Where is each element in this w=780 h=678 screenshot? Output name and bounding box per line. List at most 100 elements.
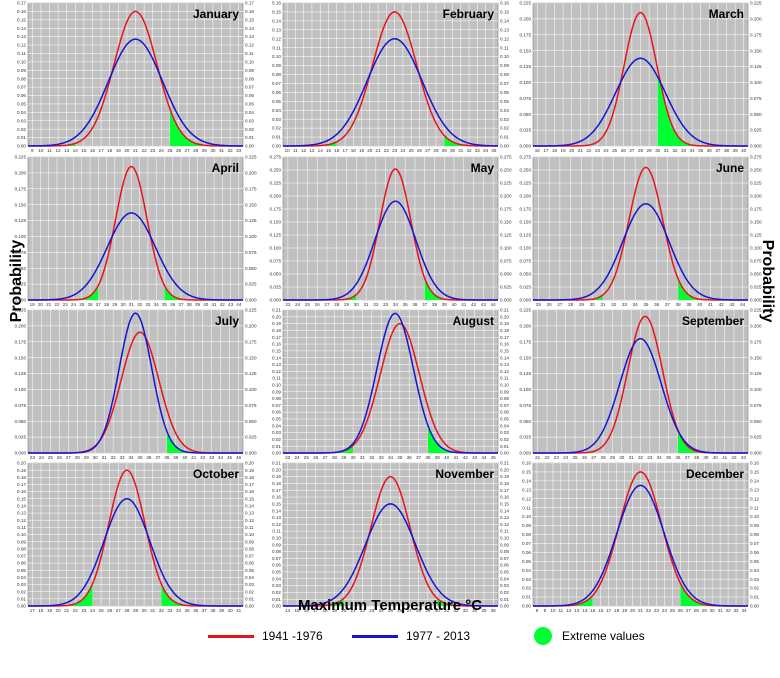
x-tick-label: 33 [236,148,242,153]
x-tick-label: 29 [442,148,448,153]
x-tick-label: 24 [604,148,610,153]
x-tick-label: 12 [566,608,572,613]
x-tick-label: 18 [614,608,620,613]
x-tick-label: 29 [84,455,90,460]
y-tick-label-right: 0.000 [750,451,762,456]
x-tick-label: 25 [304,455,310,460]
y-tick-label-right: 0.025 [750,435,762,440]
x-tick-label: 25 [79,302,85,307]
x-tick-label: 39 [733,148,739,153]
x-tick-label: 21 [46,302,52,307]
y-tick-label-left: 0.06 [17,561,26,566]
x-tick-label: 28 [75,455,81,460]
x-tick-label: 36 [707,148,713,153]
y-tick-label-right: 0.01 [500,597,509,602]
y-tick-label-right: 0.050 [500,272,512,277]
y-tick-label-left: 0.19 [17,468,26,473]
x-tick-label: 21 [638,608,644,613]
y-tick-label-right: 0.150 [245,202,257,207]
extreme-region-august-1 [427,425,498,453]
x-tick-label: 35 [162,302,168,307]
y-tick-label-right: 0.01 [245,135,254,140]
x-tick-label: 30 [121,302,127,307]
y-tick-label-right: 0.09 [245,539,254,544]
y-tick-label-left: 0.200 [520,323,532,328]
x-tick-label: 45 [227,455,233,460]
x-tick-label: 30 [619,455,625,460]
x-tick-label: 34 [472,608,478,613]
x-tick-label: 45 [491,455,497,460]
y-tick-label-right: 0.050 [245,266,257,271]
y-tick-label-left: 0.19 [272,474,281,479]
x-tick-label: 13 [309,148,315,153]
y-tick-label-left: 0.13 [272,515,281,520]
y-tick-label-left: 0.12 [17,43,26,48]
y-tick-label-left: 0.225 [520,308,532,313]
x-tick-label: 20 [367,148,373,153]
y-tick-label-right: 0.16 [750,461,759,466]
y-tick-label-left: 0.07 [522,541,531,546]
y-tick-label-left: 0.16 [17,489,26,494]
y-tick-label-right: 0.11 [245,525,254,530]
x-tick-label: 25 [536,302,542,307]
x-tick-label: 37 [665,302,671,307]
y-tick-label-left: 0.14 [272,355,281,360]
y-tick-label-left: 0.18 [17,475,26,480]
x-tick-label: 34 [690,148,696,153]
x-tick-label: 15 [326,148,332,153]
x-tick-label: 40 [697,302,703,307]
y-tick-label-right: 0.18 [500,481,509,486]
x-tick-label: 44 [218,455,224,460]
legend-label-extreme: Extreme values [562,629,645,643]
x-tick-label: 42 [200,455,206,460]
y-tick-label-right: 0.075 [750,259,762,264]
y-tick-label-left: 0.14 [522,478,531,483]
x-tick-label: 13 [574,608,580,613]
x-tick-label: 21 [535,455,541,460]
y-tick-label-left: 0.12 [272,522,281,527]
y-tick-label-right: 0.175 [245,339,257,344]
y-tick-label-right: 0.13 [500,362,509,367]
x-tick-label: 26 [547,302,553,307]
y-tick-label-left: 0.13 [272,27,281,32]
x-tick-label: 27 [323,455,329,460]
x-tick-label: 38 [425,455,431,460]
y-tick-label-left: 0.025 [520,435,532,440]
y-tick-label-left: 0.200 [520,16,532,21]
x-tick-label: 34 [393,302,399,307]
y-tick-label-left: 0.12 [272,36,281,41]
x-tick-label: 26 [397,608,403,613]
y-tick-label-right: 0.01 [750,595,759,600]
x-tick-label: 30 [210,148,216,153]
y-tick-label-left: 0.250 [520,168,532,173]
extreme-region-march-1 [657,76,748,146]
x-tick-label: 31 [102,455,108,460]
y-tick-label-right: 0.18 [500,328,509,333]
y-tick-label-right: 0.16 [500,495,509,500]
y-tick-label-right: 0.01 [245,596,254,601]
y-tick-label-left: 0.150 [15,355,27,360]
y-tick-label-left: 0.01 [272,135,281,140]
y-tick-label-right: 0.05 [500,570,509,575]
y-tick-label-left: 0.02 [272,590,281,595]
x-tick-label: 30 [354,302,360,307]
extreme-region-april-0 [28,285,99,300]
x-tick-label: 23 [30,455,36,460]
x-tick-label: 17 [30,608,36,613]
y-tick-label-right: 0.02 [245,127,254,132]
y-tick-label-right: 0.125 [245,371,257,376]
y-axis-label-left: Probability [8,239,25,323]
x-tick-label: 46 [236,455,242,460]
x-tick-label: 43 [228,302,234,307]
y-tick-label-left: 0.03 [272,117,281,122]
y-tick-label-left: 0.025 [15,435,27,440]
y-tick-label-left: 0.10 [272,54,281,59]
y-tick-label-right: 0.000 [245,451,257,456]
x-tick-label: 33 [463,608,469,613]
y-tick-label-right: 0.05 [500,417,509,422]
curve-december-1977-2013 [533,484,748,607]
x-tick-label: 19 [116,148,122,153]
x-tick-label: 31 [458,148,464,153]
x-tick-label: 32 [453,608,459,613]
x-tick-label: 26 [315,302,321,307]
